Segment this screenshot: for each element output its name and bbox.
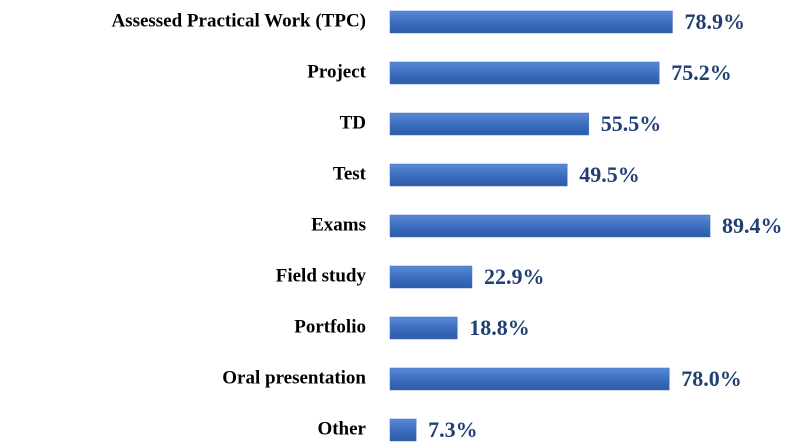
bar [389,418,417,442]
category-label: Field study [276,265,367,286]
value-label: 7.3% [428,417,478,442]
value-label: 78.0% [681,366,742,391]
category-label: TD [340,112,366,133]
category-label: Project [307,61,366,82]
bar [389,112,589,136]
value-label: 49.5% [579,162,640,187]
value-label: 18.8% [469,315,529,340]
bar [389,10,673,34]
bar [389,214,711,238]
value-label: 22.9% [484,264,545,289]
bar [389,265,473,289]
bar [389,61,660,85]
category-label: Test [333,163,367,184]
category-label: Assessed Practical Work (TPC) [111,10,366,31]
category-label: Exams [311,214,366,235]
value-label: 89.4% [722,213,783,238]
category-label: Oral presentation [222,367,366,388]
bar [389,367,670,391]
category-label: Other [317,418,366,439]
value-label: 75.2% [671,60,732,85]
bar [389,316,458,340]
bar [389,163,568,187]
value-label: 55.5% [601,111,662,136]
category-label: Portfolio [294,316,366,337]
value-label: 78.9% [684,9,745,34]
